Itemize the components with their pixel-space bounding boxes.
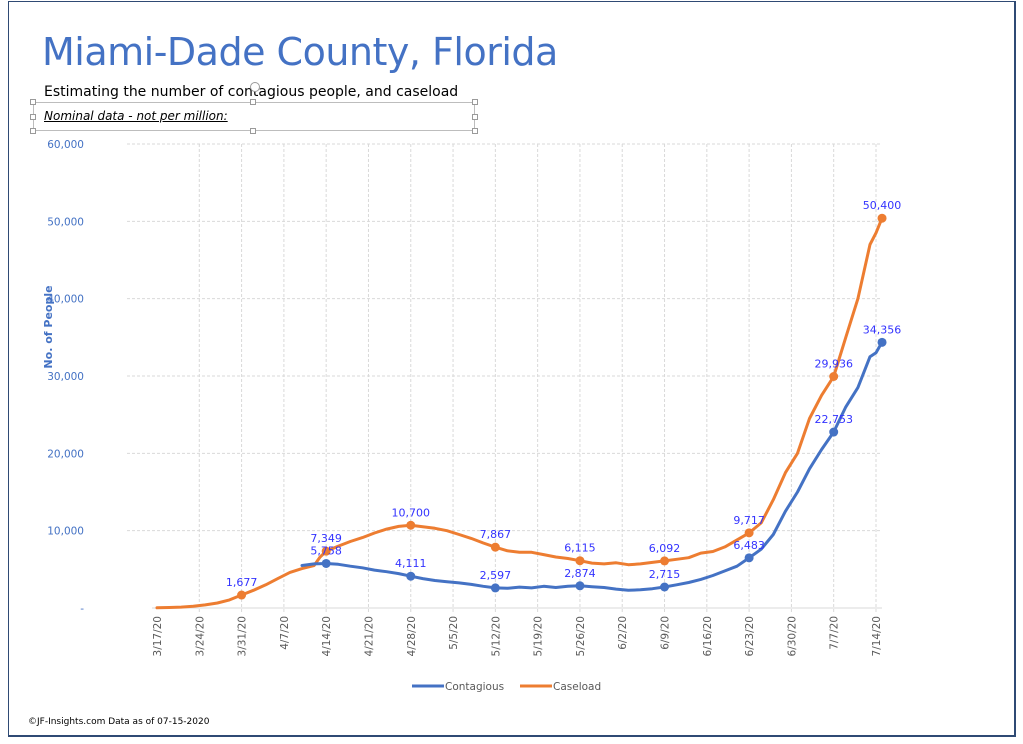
data-point-contagious <box>490 583 500 593</box>
series-lines <box>155 216 884 610</box>
data-label-caseload: 10,700 <box>392 506 431 519</box>
x-tick-label: 5/5/20 <box>448 616 460 650</box>
legend-item-contagious[interactable]: Contagious <box>412 681 504 693</box>
data-label-contagious: 2,874 <box>564 567 596 580</box>
x-tick-label: 3/17/20 <box>152 616 164 656</box>
resize-handle-mr[interactable] <box>472 114 478 120</box>
y-tick-label: 20,000 <box>47 448 84 460</box>
data-label-caseload: 1,677 <box>226 576 258 589</box>
data-point-contagious <box>660 582 670 592</box>
data-point-contagious <box>575 581 585 591</box>
data-point-contagious <box>321 558 331 568</box>
x-tick-label: 4/21/20 <box>363 616 375 656</box>
data-labels: 5,758 4,111 2,597 2,874 2,715 6,483 22,753 34,3… <box>226 199 901 589</box>
legend-label: Contagious <box>445 681 504 693</box>
series-line-contagious <box>300 340 884 592</box>
y-tick-label: 40,000 <box>47 294 84 306</box>
x-tick-label: 6/23/20 <box>744 616 756 656</box>
x-tick-label: 5/12/20 <box>490 616 502 656</box>
data-point-caseload <box>237 590 247 600</box>
data-point-caseload <box>744 528 754 538</box>
x-tick-label: 3/31/20 <box>237 616 249 656</box>
data-point-caseload <box>406 520 416 530</box>
note-textbox[interactable]: Nominal data - not per million: <box>30 99 478 134</box>
data-label-contagious: 4,111 <box>395 557 427 570</box>
data-point-caseload <box>829 371 839 381</box>
grid <box>127 143 882 613</box>
data-label-contagious: 22,753 <box>814 413 853 426</box>
data-label-contagious: 6,483 <box>733 539 765 552</box>
y-tick-label: 50,000 <box>47 216 84 228</box>
x-tick-label: 3/24/20 <box>194 616 206 656</box>
data-label-caseload: 7,349 <box>310 532 342 545</box>
y-tick-label: 30,000 <box>47 371 84 383</box>
resize-handle-tl[interactable] <box>30 99 36 105</box>
data-label-caseload: 9,717 <box>733 514 765 527</box>
resize-handle-ml[interactable] <box>30 114 36 120</box>
data-label-contagious: 2,597 <box>480 569 512 582</box>
y-tick-label: 10,000 <box>47 526 84 538</box>
data-point-contagious <box>877 337 887 347</box>
y-axis-title: No. of People <box>42 285 55 368</box>
data-label-caseload: 6,115 <box>564 542 596 555</box>
footer-copyright: ©JF-Insights.com Data as of 07-15-2020 <box>28 717 210 727</box>
data-point-contagious <box>829 427 839 437</box>
legend-item-caseload[interactable]: Caseload <box>520 681 601 693</box>
y-axis: - 10,000 20,000 30,000 40,000 50,000 60,000 <box>47 139 84 615</box>
x-tick-label: 6/9/20 <box>660 616 672 650</box>
x-tick-label: 6/16/20 <box>702 616 714 656</box>
data-label-caseload: 50,400 <box>863 199 902 212</box>
x-tick-label: 5/19/20 <box>533 616 545 656</box>
y-tick-label: - <box>80 603 84 615</box>
x-tick-label: 7/7/20 <box>829 616 841 650</box>
legend-label: Caseload <box>553 681 601 693</box>
x-tick-label: 5/26/20 <box>575 616 587 656</box>
x-tick-label: 4/28/20 <box>406 616 418 656</box>
resize-handle-tm[interactable] <box>250 99 256 105</box>
note-text: Nominal data - not per million: <box>44 109 228 123</box>
x-tick-label: 6/2/20 <box>617 616 629 650</box>
data-point-contagious <box>744 553 754 563</box>
rotate-handle-icon[interactable] <box>250 82 260 92</box>
data-label-contagious: 2,715 <box>649 568 681 581</box>
data-point-contagious <box>406 571 416 581</box>
data-label-caseload: 29,936 <box>814 357 853 370</box>
data-label-caseload: 7,867 <box>480 528 512 541</box>
data-point-caseload <box>877 213 887 223</box>
y-tick-label: 60,000 <box>47 139 84 151</box>
x-axis: 3/17/20 3/24/20 3/31/20 4/7/20 4/14/20 4/21/2… <box>152 607 883 656</box>
data-label-caseload: 6,092 <box>649 542 681 555</box>
data-label-contagious: 34,356 <box>863 323 902 336</box>
page-title: Miami-Dade County, Florida <box>42 30 558 74</box>
x-tick-label: 6/30/20 <box>786 616 798 656</box>
page-frame <box>8 1 1016 737</box>
x-tick-label: 4/7/20 <box>279 616 291 650</box>
series-line-caseload <box>155 216 884 610</box>
resize-handle-tr[interactable] <box>472 99 478 105</box>
data-point-caseload <box>575 556 585 566</box>
resize-handle-bl[interactable] <box>30 128 36 134</box>
resize-handle-bm[interactable] <box>250 128 256 134</box>
x-tick-label: 7/14/20 <box>871 616 883 656</box>
x-tick-label: 4/14/20 <box>321 616 333 656</box>
data-point-caseload <box>490 542 500 552</box>
data-point-caseload <box>660 556 670 566</box>
data-point-caseload <box>321 546 331 556</box>
page-subtitle[interactable]: Estimating the number of contagious peop… <box>44 84 459 100</box>
resize-handle-br[interactable] <box>472 128 478 134</box>
legend: Contagious Caseload <box>412 681 601 693</box>
series-markers <box>237 213 887 600</box>
data-label-contagious: 5,758 <box>310 544 342 557</box>
